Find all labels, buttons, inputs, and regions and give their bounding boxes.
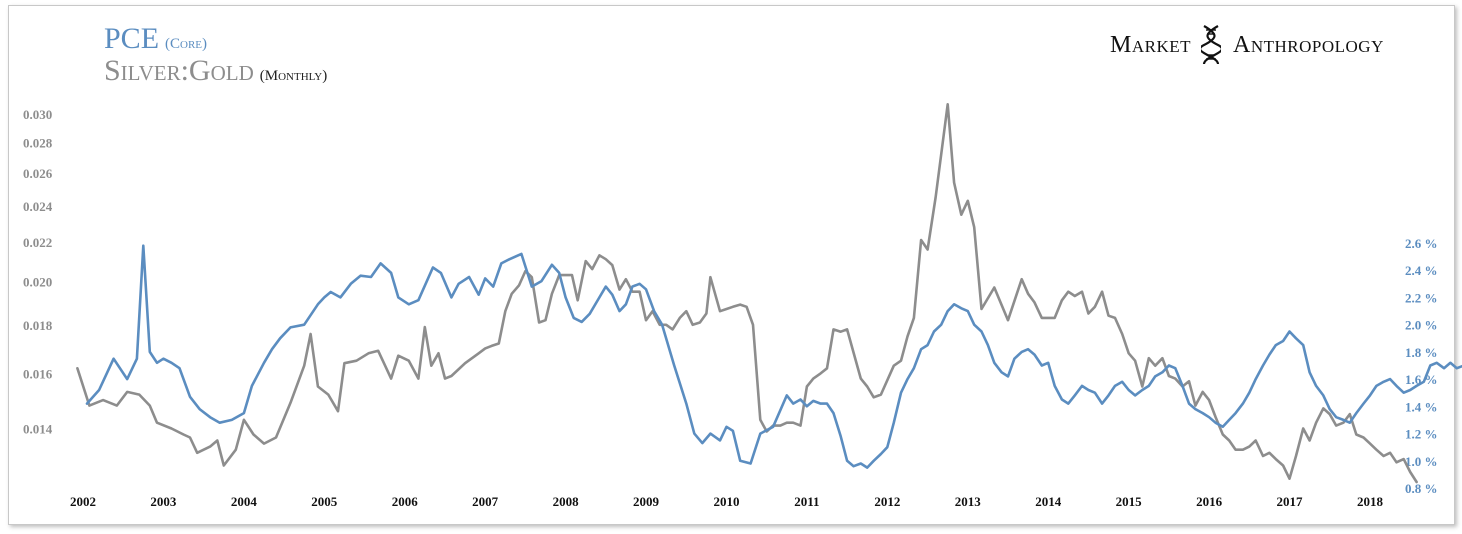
right-axis-tick-label: 2.6 % <box>1405 236 1438 251</box>
x-axis-tick-label: 2003 <box>150 494 177 509</box>
x-axis: 2002 2003 2004 2005 2006 2007 2008 2009 2010 2011… <box>70 494 1383 509</box>
silver-gold-title-sub: (Monthly) <box>259 68 328 84</box>
left-axis-tick-label: 0.024 <box>23 199 53 214</box>
x-axis-tick-label: 2011 <box>794 494 819 509</box>
x-axis-tick-label: 2005 <box>311 494 338 509</box>
silver-gold-series-line <box>76 103 1418 484</box>
right-axis-tick-label: 2.0 % <box>1405 318 1438 333</box>
x-axis-tick-label: 2004 <box>231 494 258 509</box>
pce-title-main: PCE <box>104 22 160 55</box>
x-axis-tick-label: 2010 <box>713 494 739 509</box>
x-axis-tick-label: 2006 <box>392 494 419 509</box>
x-axis-tick-label: 2002 <box>70 494 96 509</box>
brand-name-left: Market <box>1110 31 1192 58</box>
brand-name-right: Anthropology <box>1233 31 1384 58</box>
right-axis-tick-label: 1.8 % <box>1405 345 1438 360</box>
chart-frame <box>8 5 1455 525</box>
right-axis-tick-label: 1.6 % <box>1405 372 1438 387</box>
left-axis-tick-label: 0.014 <box>23 422 53 437</box>
x-axis-tick-label: 2008 <box>553 494 580 509</box>
x-axis-tick-label: 2015 <box>1116 494 1143 509</box>
x-axis-tick-label: 2014 <box>1035 494 1062 509</box>
silver-gold-title-main: Silver:Gold <box>104 54 254 87</box>
right-axis-tick-label: 2.4 % <box>1405 263 1438 278</box>
left-axis-tick-label: 0.026 <box>23 166 53 181</box>
x-axis-tick-label: 2016 <box>1196 494 1223 509</box>
left-axis-tick-label: 0.018 <box>23 318 53 333</box>
x-axis-tick-label: 2012 <box>874 494 900 509</box>
left-axis-tick-label: 0.016 <box>23 366 53 381</box>
right-axis: 0.8 % 1.0 % 1.2 % 1.4 % 1.6 % 1.8 % 2.0 % 2.2 %… <box>1405 236 1438 496</box>
right-axis-tick-label: 1.4 % <box>1405 399 1438 414</box>
silver-gold-title: Silver:Gold (Monthly) <box>104 54 327 88</box>
brand-logo: Market Anthropology <box>1110 24 1384 66</box>
chart-title-block: PCE (Core) Silver:Gold (Monthly) <box>104 22 327 88</box>
left-axis-tick-label: 0.022 <box>23 235 52 250</box>
series-group <box>76 103 1462 484</box>
right-axis-tick-label: 2.2 % <box>1405 290 1438 305</box>
pce-series-line <box>85 244 1462 469</box>
x-axis-tick-label: 2018 <box>1357 494 1384 509</box>
right-axis-tick-label: 0.8 % <box>1405 481 1438 496</box>
x-axis-tick-label: 2013 <box>955 494 982 509</box>
dna-helix-icon <box>1201 25 1222 65</box>
left-axis: 0.014 0.016 0.018 0.020 0.022 0.024 0.026 0.028… <box>23 107 53 437</box>
right-axis-tick-label: 1.2 % <box>1405 427 1438 442</box>
pce-title-sub: (Core) <box>165 36 208 52</box>
left-axis-tick-label: 0.030 <box>23 107 52 122</box>
x-axis-tick-label: 2007 <box>472 494 499 509</box>
left-axis-tick-label: 0.020 <box>23 274 52 289</box>
right-axis-tick-label: 1.0 % <box>1405 454 1438 469</box>
pce-title: PCE (Core) <box>104 22 327 56</box>
left-axis-tick-label: 0.028 <box>23 135 53 150</box>
x-axis-tick-label: 2009 <box>633 494 660 509</box>
x-axis-tick-label: 2017 <box>1277 494 1304 509</box>
